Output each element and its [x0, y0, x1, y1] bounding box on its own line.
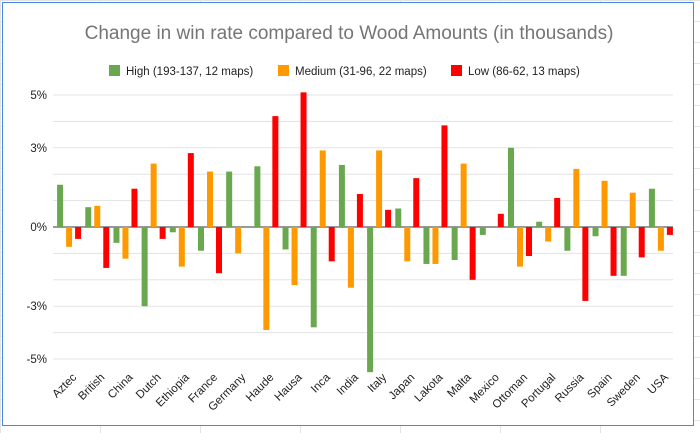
bar-italy-2[interactable] [385, 209, 392, 227]
x-tick-label: Aztec [50, 371, 79, 400]
bar-italy-0[interactable] [367, 227, 374, 373]
y-tick-label: -3% [27, 301, 47, 313]
bar-ottoman-2[interactable] [526, 227, 532, 257]
bar-sweden-1[interactable] [629, 192, 636, 227]
x-tick-label: British [76, 372, 107, 403]
bar-ethiopia-2[interactable] [187, 153, 194, 227]
bar-malta-0[interactable] [451, 227, 458, 260]
bar-spain-2[interactable] [610, 227, 617, 276]
bar-usa-0[interactable] [648, 188, 655, 227]
bar-inca-1[interactable] [319, 150, 326, 227]
bar-aztec-1[interactable] [66, 227, 73, 247]
bar-china-0[interactable] [113, 227, 120, 243]
bar-india-1[interactable] [347, 227, 354, 288]
bar-portugal-0[interactable] [536, 221, 543, 227]
bar-british-0[interactable] [85, 207, 92, 227]
bar-france-0[interactable] [198, 227, 204, 251]
bar-ottoman-1[interactable] [517, 227, 523, 267]
bars [57, 92, 673, 373]
chart-title: Change in win rate compared to Wood Amou… [85, 23, 614, 44]
bar-haude-0[interactable] [254, 166, 261, 227]
bar-china-2[interactable] [131, 188, 138, 227]
bar-ottoman-0[interactable] [508, 147, 514, 227]
bar-mexico-2[interactable] [497, 213, 504, 227]
bar-sweden-2[interactable] [638, 227, 645, 258]
bar-japan-2[interactable] [413, 178, 420, 227]
bar-spain-1[interactable] [601, 180, 608, 227]
x-tick-label: India [335, 371, 362, 398]
bar-malta-2[interactable] [469, 227, 476, 280]
y-tick-label: 0% [30, 222, 47, 234]
bar-china-1[interactable] [122, 227, 129, 259]
bar-usa-2[interactable] [666, 227, 673, 235]
bar-sweden-0[interactable] [620, 227, 627, 276]
legend-label-2: Low (86-62, 13 maps) [468, 66, 580, 78]
y-tick-label: -5% [27, 354, 47, 366]
y-tick-label: 3% [30, 143, 47, 155]
x-tick-label: Japan [387, 372, 418, 403]
x-tick-label: Russia [553, 371, 587, 405]
bar-haude-2[interactable] [272, 116, 279, 227]
bar-japan-0[interactable] [395, 208, 402, 227]
bar-british-1[interactable] [94, 205, 101, 227]
bar-germany-0[interactable] [226, 171, 233, 227]
x-tick-label: Italy [366, 371, 390, 395]
legend-label-0: High (193-137, 12 maps) [126, 66, 253, 78]
bar-ethiopia-0[interactable] [169, 227, 176, 233]
bar-italy-1[interactable] [376, 150, 383, 227]
bar-portugal-1[interactable] [545, 227, 552, 242]
x-tick-label: Lakota [413, 371, 446, 404]
legend-swatch-2 [451, 65, 462, 76]
bar-dutch-0[interactable] [141, 227, 148, 307]
x-tick-label: USA [646, 371, 671, 396]
bar-haude-1[interactable] [263, 227, 270, 330]
bar-spain-0[interactable] [592, 227, 599, 237]
bar-mexico-0[interactable] [479, 227, 486, 235]
bar-usa-1[interactable] [657, 227, 664, 251]
bar-ethiopia-1[interactable] [178, 227, 185, 267]
bar-aztec-0[interactable] [57, 184, 64, 227]
bar-hausa-1[interactable] [291, 227, 298, 286]
legend-swatch-1 [278, 65, 289, 76]
bar-japan-1[interactable] [404, 227, 411, 262]
x-axis: AztecBritishChinaDutchEthiopiaFranceGerm… [50, 371, 671, 413]
x-tick-label: Inca [309, 371, 333, 395]
bar-russia-1[interactable] [573, 168, 580, 227]
y-tick-label: 5% [30, 90, 47, 102]
bar-aztec-2[interactable] [75, 227, 82, 239]
bar-inca-0[interactable] [310, 227, 317, 328]
legend-swatch-0 [109, 65, 120, 76]
bar-chart: Change in win rate compared to Wood Amou… [27, 23, 673, 414]
bar-india-0[interactable] [338, 164, 345, 227]
x-tick-label: Haude [244, 372, 276, 404]
bar-hausa-2[interactable] [300, 92, 307, 227]
bar-malta-1[interactable] [460, 163, 467, 227]
x-tick-label: China [106, 371, 136, 401]
bar-lakota-0[interactable] [423, 227, 430, 264]
bar-india-2[interactable] [356, 194, 363, 227]
legend-label-1: Medium (31-96, 22 maps) [295, 66, 427, 78]
bar-lakota-1[interactable] [432, 227, 439, 264]
legend: High (193-137, 12 maps) Medium (31-96, 22… [109, 65, 580, 78]
bar-portugal-2[interactable] [554, 197, 561, 227]
chart-frame[interactable]: Change in win rate compared to Wood Amou… [2, 2, 694, 426]
bar-hausa-0[interactable] [282, 227, 289, 250]
bar-russia-2[interactable] [582, 227, 589, 301]
bar-inca-2[interactable] [328, 227, 335, 262]
y-axis: -5% -3% 0% 3% 5% [27, 90, 47, 366]
bar-british-2[interactable] [103, 227, 110, 268]
bar-germany-1[interactable] [235, 227, 242, 254]
bar-france-1[interactable] [207, 171, 213, 227]
bar-russia-0[interactable] [564, 227, 571, 251]
bar-france-2[interactable] [216, 227, 222, 274]
x-tick-label: Hausa [273, 371, 305, 403]
bar-dutch-1[interactable] [150, 163, 157, 227]
bar-lakota-2[interactable] [441, 125, 448, 227]
bar-dutch-2[interactable] [159, 227, 166, 239]
